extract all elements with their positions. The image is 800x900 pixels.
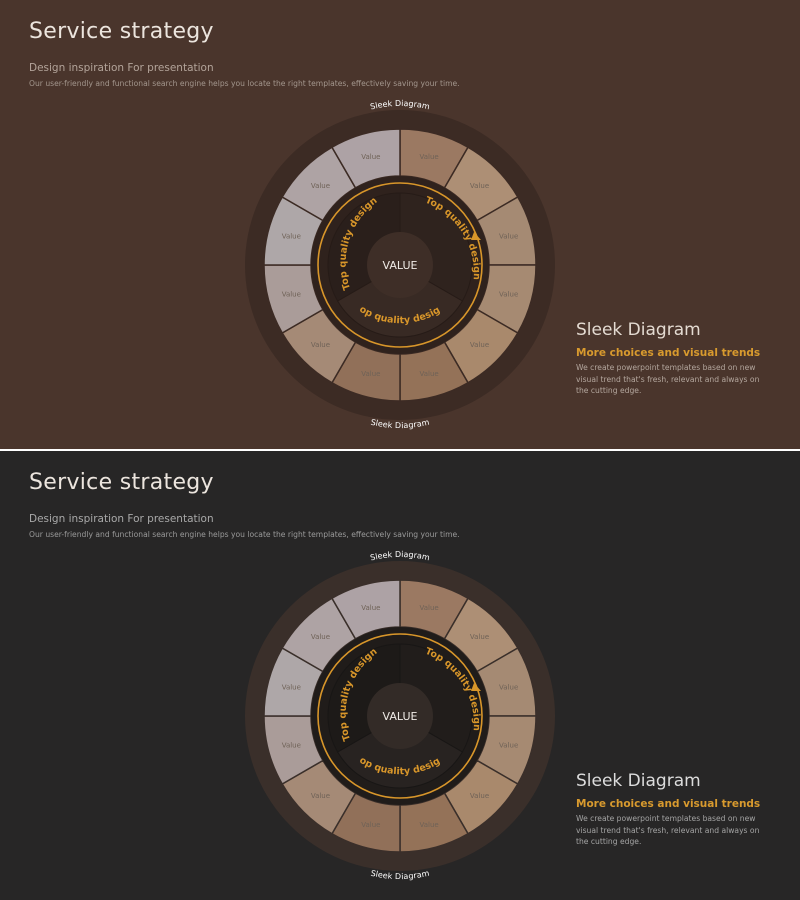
- svg-text:Sleek Diagram: Sleek Diagram: [369, 99, 430, 112]
- arrow-ring: [317, 182, 483, 348]
- svg-text:Sleek Diagram: Sleek Diagram: [370, 869, 431, 882]
- ring-label-bottom: Sleek Diagram: [370, 869, 431, 882]
- side-panel: Sleek Diagram More choices and visual tr…: [576, 320, 771, 397]
- center-circle: [367, 232, 433, 298]
- svg-text:Sleek Diagram: Sleek Diagram: [370, 418, 431, 431]
- segment-label: Value: [282, 683, 301, 691]
- segment-label: Value: [499, 742, 518, 750]
- arrow-head-icon: [471, 232, 481, 240]
- side-panel: Sleek Diagram More choices and visual tr…: [576, 771, 771, 848]
- segment-label: Value: [282, 742, 301, 750]
- arrow-ring: [317, 633, 483, 799]
- segment-label: Value: [499, 683, 518, 691]
- segment-label: Value: [282, 232, 301, 240]
- circular-diagram: Value Value Value Value Value Value Value Value…: [0, 451, 555, 882]
- segment-label: Value: [470, 792, 489, 800]
- center-circle: [367, 683, 433, 749]
- center-label: VALUE: [383, 710, 418, 723]
- slide-title: Service strategy: [29, 19, 214, 44]
- side-body: We create powerpoint templates based on …: [576, 814, 760, 846]
- segment-label: Value: [311, 182, 330, 190]
- ring-label-top: Sleek Diagram: [369, 550, 430, 563]
- side-heading: Sleek Diagram: [576, 771, 701, 791]
- svg-text:Sleek Diagram: Sleek Diagram: [369, 550, 430, 563]
- slide-brown: Service strategy Design inspiration For …: [0, 0, 800, 449]
- circular-diagram: Value Value Value Value Value Value Value Value…: [0, 0, 555, 431]
- segment-label: Value: [282, 291, 301, 299]
- ring-label-top: Sleek Diagram: [369, 99, 430, 112]
- segment-label: Value: [470, 341, 489, 349]
- slide-description: Our user-friendly and functional search …: [29, 79, 460, 88]
- segment-ring: Value Value Value Value Value Value Value Value…: [263, 579, 537, 853]
- segment-label: Value: [419, 604, 438, 612]
- segment-label: Value: [361, 604, 380, 612]
- segment-label: Value: [419, 821, 438, 829]
- segment-label: Value: [419, 370, 438, 378]
- segment-label: Value: [311, 792, 330, 800]
- side-subheading: More choices and visual trends: [576, 798, 761, 810]
- segment-label: Value: [470, 182, 489, 190]
- segment-label: Value: [499, 291, 518, 299]
- segment-label: Value: [419, 153, 438, 161]
- segment-label: Value: [361, 153, 380, 161]
- ring-label-bottom: Sleek Diagram: [370, 418, 431, 431]
- arrow-head-icon: [471, 683, 481, 691]
- slide-subtitle: Design inspiration For presentation: [29, 62, 214, 74]
- segment-label: Value: [470, 633, 489, 641]
- segment-label: Value: [311, 633, 330, 641]
- side-heading: Sleek Diagram: [576, 320, 701, 340]
- slide-dark: Service strategy Design inspiration For …: [0, 451, 800, 900]
- side-body: We create powerpoint templates based on …: [576, 363, 760, 395]
- segment-label: Value: [311, 341, 330, 349]
- segment-label: Value: [499, 232, 518, 240]
- slide-title: Service strategy: [29, 470, 214, 495]
- slide-description: Our user-friendly and functional search …: [29, 530, 460, 539]
- segment-label: Value: [361, 821, 380, 829]
- center-label: VALUE: [383, 259, 418, 272]
- slide-subtitle: Design inspiration For presentation: [29, 513, 214, 525]
- side-subheading: More choices and visual trends: [576, 347, 761, 359]
- segment-label: Value: [361, 370, 380, 378]
